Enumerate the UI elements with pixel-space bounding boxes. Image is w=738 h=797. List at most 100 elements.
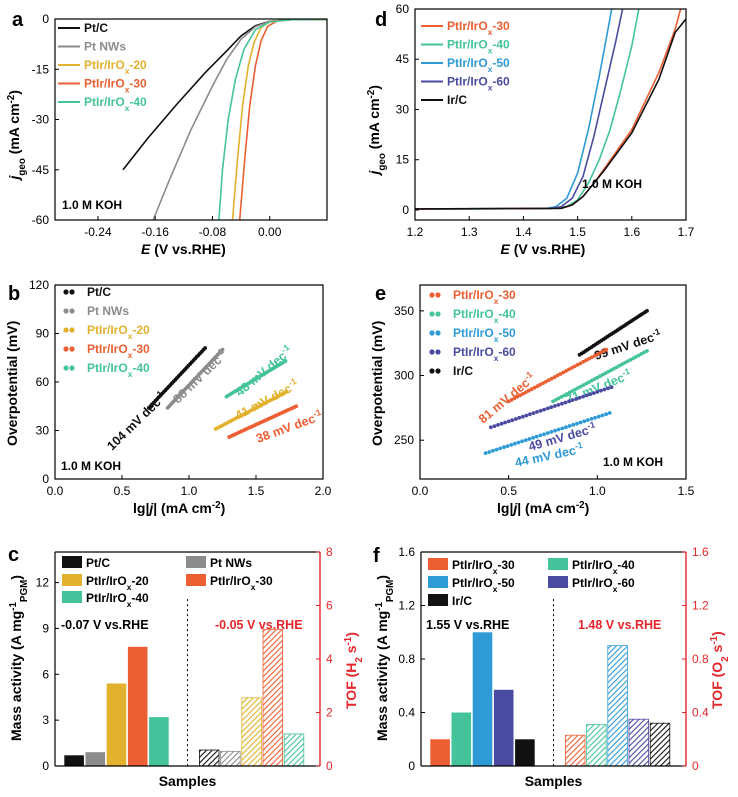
tafel-point-red <box>549 376 554 381</box>
y-axis-left-title-part: Mass activity (A mg <box>374 611 390 741</box>
legend-label-part: Pt/C <box>84 21 108 35</box>
legend-label: PtIr/IrOx-60 <box>447 75 510 93</box>
legend-label-part: Pt NWs <box>84 40 126 54</box>
tafel-point-purple <box>510 418 515 423</box>
panel-a-ytick-label: -15 <box>32 62 50 76</box>
panel-letter: c <box>8 544 19 566</box>
panel-e-ytick-label: 250 <box>394 433 414 447</box>
tafel-point-blue <box>578 420 583 425</box>
panel-c-ytick-label: 9 <box>42 621 49 635</box>
legend-label-part: PtIr/IrO <box>210 574 251 588</box>
y-axis-title-part: ) <box>366 85 382 90</box>
y-axis-left-title: Mass activity (A mg-1PGM) <box>8 575 30 741</box>
panel-d-xtick-label: 1.6 <box>623 225 640 239</box>
legend-label-part: -50 <box>492 56 510 70</box>
panel-d-xtick-label: 1.3 <box>461 225 478 239</box>
legend-swatch-box <box>62 556 82 568</box>
legend-label-part: -40 <box>498 307 516 321</box>
panel-letter: e <box>375 283 386 305</box>
y-axis-right-title-part: TOF (H <box>343 663 359 709</box>
tafel-point-blue <box>516 440 521 445</box>
tafel-point-red <box>578 361 583 366</box>
tafel-point-red <box>561 370 566 375</box>
legend-label: PtIr/IrOx-40 <box>447 38 510 56</box>
legend-label-part: -30 <box>497 558 515 572</box>
tafel-point-red <box>294 404 299 409</box>
panel-d-xtick-label: 1.4 <box>515 225 532 239</box>
tafel-point-purple <box>609 385 614 390</box>
panel-d-ytick-label: 15 <box>396 153 410 167</box>
tafel-point-blue <box>534 434 539 439</box>
tafel-point-red <box>524 390 528 395</box>
legend-label-part: x <box>494 296 499 306</box>
panel-letter: a <box>12 9 24 31</box>
tafel-point-purple <box>506 419 511 424</box>
tafel-point-red <box>538 382 543 387</box>
tof-bar <box>283 733 305 767</box>
mass-activity-bar <box>85 752 106 766</box>
tof-bar <box>649 722 671 767</box>
legend-swatch-box <box>428 576 448 588</box>
legend-swatch-dot <box>435 368 441 374</box>
tafel-point-purple <box>588 392 593 397</box>
legend-swatch-box <box>186 556 206 568</box>
y-axis-right-title-part: TOF (O <box>709 662 725 709</box>
tafel-point-blue <box>498 446 503 451</box>
tafel-point-teal <box>564 392 569 396</box>
tafel-point-purple <box>489 425 493 430</box>
legend-label: PtIr/IrOx-40 <box>84 95 147 113</box>
legend-swatch-dot <box>63 289 69 295</box>
legend-label: PtIr/IrOx-50 <box>452 576 515 594</box>
panel-b-ytick-label: 90 <box>36 327 50 341</box>
x-axis-title: lg|j| (mA cm-2) <box>133 500 225 517</box>
panel-c-ytick-label: 6 <box>326 599 333 613</box>
tafel-point-teal <box>283 359 288 363</box>
tafel-point-teal <box>606 369 611 374</box>
tafel-point-purple <box>492 424 497 428</box>
tafel-point-teal <box>567 390 572 395</box>
legend-label: PtIr/IrOx-60 <box>572 576 635 594</box>
legend-label: PtIr/IrOx-50 <box>453 326 516 344</box>
legend-label-part: PtIr/IrO <box>86 591 127 605</box>
legend-label: Ir/C <box>452 594 472 608</box>
tafel-point-teal <box>634 355 638 359</box>
legend-label: Pt/C <box>84 21 108 35</box>
tafel-point-blue <box>600 413 605 418</box>
panel-a-xtick-label: -0.08 <box>199 225 227 239</box>
tafel-point-purple <box>499 421 504 426</box>
tafel-point-blue <box>549 430 554 434</box>
mass-activity-bar <box>451 712 472 766</box>
legend-label-part: Ir/C <box>447 93 467 107</box>
tafel-point-purple <box>538 408 543 413</box>
legend-label: PtIr/IrOx-30 <box>452 558 515 576</box>
y-axis-title: Overpotential (mV) <box>369 321 385 446</box>
legend-label-part: x <box>127 599 132 609</box>
legend-label-part: PtIr/IrO <box>84 58 125 72</box>
slope-label-text: 104 mV dec <box>104 395 163 453</box>
legend-label-part: -50 <box>498 326 516 340</box>
legend-label-part: x <box>128 350 133 360</box>
tafel-point-teal <box>587 380 591 384</box>
tafel-point-blue <box>505 444 510 448</box>
tafel-point-red <box>521 391 525 396</box>
tafel-point-teal <box>559 395 564 399</box>
slope-label-sup: -1 <box>312 407 323 419</box>
tafel-point-purple <box>521 414 525 419</box>
tof-bar <box>198 749 220 767</box>
panel-f-ytick-label: 1.2 <box>398 599 415 613</box>
tafel-point-purple <box>496 423 500 427</box>
legend-label: Pt NWs <box>210 556 252 570</box>
legend-label: PtIr/IrOx-40 <box>87 361 150 379</box>
tafel-point-purple <box>528 412 532 417</box>
tafel-point-red <box>544 379 548 384</box>
mass-activity-bar <box>127 646 148 766</box>
x-axis-title-part: j <box>511 500 518 516</box>
y-axis-left-title-part: PGM <box>19 580 30 602</box>
tafel-point-purple <box>581 394 585 399</box>
panel-b-xtick-label: 1.0 <box>181 484 198 498</box>
legend-label-part: Ir/C <box>452 594 472 608</box>
legend-label-part: x <box>613 566 618 576</box>
tafel-point-teal <box>625 359 630 364</box>
panel-f-ytick-label: 0.8 <box>692 652 709 666</box>
tafel-point-purple <box>563 400 568 405</box>
